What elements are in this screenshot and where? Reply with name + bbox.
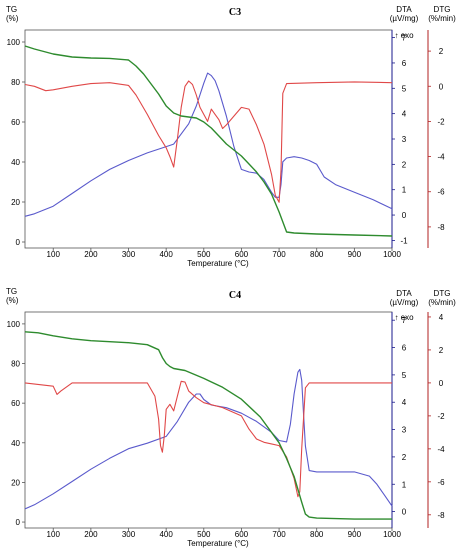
- tg-series-line-c3: [24, 45, 393, 237]
- tg-tick-label-c3: 40: [11, 158, 20, 167]
- dta-tick-label-c4: 3: [402, 426, 407, 435]
- dtg-series-line-c3: [24, 80, 393, 203]
- dta-tick-label-c3: 1: [402, 186, 407, 195]
- dta-tick-label-c3: -1: [400, 236, 408, 245]
- dta-axis-unit-c3: (µV/mg): [390, 14, 419, 23]
- tg-axis-unit-c3: (%): [6, 14, 19, 23]
- dta-tick-label-c4: 1: [402, 480, 407, 489]
- x-tick-label-c3: 400: [159, 250, 173, 259]
- dtg-tick-label-c4: -8: [437, 511, 445, 520]
- dta-axis-label-c3: DTA: [396, 5, 412, 14]
- x-tick-label-c3: 300: [122, 250, 136, 259]
- dtg-tick-label-c4: -4: [437, 445, 445, 454]
- dta-tick-label-c4: 4: [402, 398, 407, 407]
- dtg-axis-label-c3: DTG: [434, 5, 451, 14]
- dta-tick-label-c3: 2: [402, 160, 407, 169]
- dta-tick-label-c3: 4: [402, 110, 407, 119]
- x-tick-label-c4: 900: [348, 530, 362, 539]
- dtg-tick-label-c4: -6: [437, 478, 445, 487]
- dtg-tick-label-c3: -6: [437, 188, 445, 197]
- dtg-tick-label-c4: 4: [439, 313, 444, 322]
- tg-axis-label-c3: TG: [6, 5, 17, 14]
- x-tick-label-c3: 800: [310, 250, 324, 259]
- dtg-tick-label-c4: 0: [439, 379, 444, 388]
- x-tick-label-c4: 700: [272, 530, 286, 539]
- dtg-tick-label-c3: 2: [439, 47, 444, 56]
- dtg-tick-label-c3: -8: [437, 223, 445, 232]
- dtg-tick-label-c4: 2: [439, 346, 444, 355]
- dtg-axis-unit-c4: (%/min): [428, 298, 456, 307]
- tg-tick-label-c3: 20: [11, 198, 20, 207]
- x-tick-label-c4: 100: [47, 530, 61, 539]
- tg-tick-label-c3: 80: [11, 78, 20, 87]
- x-tick-label-c4: 500: [197, 530, 211, 539]
- tg-tick-label-c4: 0: [16, 518, 21, 527]
- dta-tick-label-c3: 5: [402, 84, 407, 93]
- tg-tick-label-c3: 0: [16, 238, 21, 247]
- x-tick-label-c4: 800: [310, 530, 324, 539]
- chart-title-c3: C3: [229, 7, 241, 18]
- x-axis-label-c4: Temperature (°C): [187, 539, 249, 548]
- tg-tick-label-c4: 40: [11, 439, 20, 448]
- x-tick-label-c3: 500: [197, 250, 211, 259]
- dtg-series-line-c4: [24, 380, 392, 498]
- dta-tick-label-c4: 0: [402, 508, 407, 517]
- dta-tick-label-c3: 6: [402, 59, 407, 68]
- x-axis-label-c3: Temperature (°C): [187, 259, 249, 268]
- plot-frame-c3: [24, 29, 393, 249]
- x-tick-label-c3: 1000: [383, 250, 401, 259]
- tg-axis-label-c4: TG: [6, 287, 17, 296]
- tg-tick-label-c4: 60: [11, 399, 20, 408]
- x-tick-label-c3: 100: [47, 250, 61, 259]
- dta-exo-label-c4: ↑ exo: [394, 313, 414, 322]
- dta-axis-label-c4: DTA: [396, 289, 412, 298]
- dtg-tick-label-c3: -2: [437, 117, 445, 126]
- x-tick-label-c4: 400: [159, 530, 173, 539]
- x-tick-label-c4: 1000: [383, 530, 401, 539]
- dtg-tick-label-c3: 0: [439, 82, 444, 91]
- dta-tick-label-c4: 7: [402, 316, 407, 325]
- x-tick-label-c3: 700: [272, 250, 286, 259]
- dta-tick-label-c3: 3: [402, 135, 407, 144]
- x-tick-label-c3: 200: [84, 250, 98, 259]
- tg-tick-label-c3: 100: [7, 38, 21, 47]
- x-tick-label-c3: 900: [348, 250, 362, 259]
- dta-exo-label-c3: ↑ exo: [394, 31, 414, 40]
- dta-tick-label-c4: 6: [402, 344, 407, 353]
- x-tick-label-c4: 600: [235, 530, 249, 539]
- dta-axis-unit-c4: (µV/mg): [390, 298, 419, 307]
- chart-title-c4: C4: [229, 290, 241, 301]
- dta-series-line-c4: [24, 368, 393, 510]
- tg-axis-unit-c4: (%): [6, 296, 19, 305]
- x-tick-label-c4: 200: [84, 530, 98, 539]
- tg-series-line-c4: [24, 331, 392, 520]
- dtg-axis-label-c4: DTG: [434, 289, 451, 298]
- dta-tick-label-c4: 2: [402, 453, 407, 462]
- tg-tick-label-c4: 80: [11, 360, 20, 369]
- x-tick-label-c4: 300: [122, 530, 136, 539]
- dta-series-line-c3: [24, 72, 393, 217]
- plot-frame-c4: [24, 311, 393, 529]
- tg-tick-label-c4: 100: [7, 320, 21, 329]
- tg-tick-label-c4: 20: [11, 478, 20, 487]
- tg-tick-label-c3: 60: [11, 118, 20, 127]
- dta-tick-label-c4: 5: [402, 371, 407, 380]
- dtg-tick-label-c4: -2: [437, 412, 445, 421]
- dtg-tick-label-c3: -4: [437, 153, 445, 162]
- x-tick-label-c3: 600: [235, 250, 249, 259]
- dta-tick-label-c3: 0: [402, 211, 407, 220]
- dta-tick-label-c3: 7: [402, 34, 407, 43]
- dtg-axis-unit-c3: (%/min): [428, 14, 456, 23]
